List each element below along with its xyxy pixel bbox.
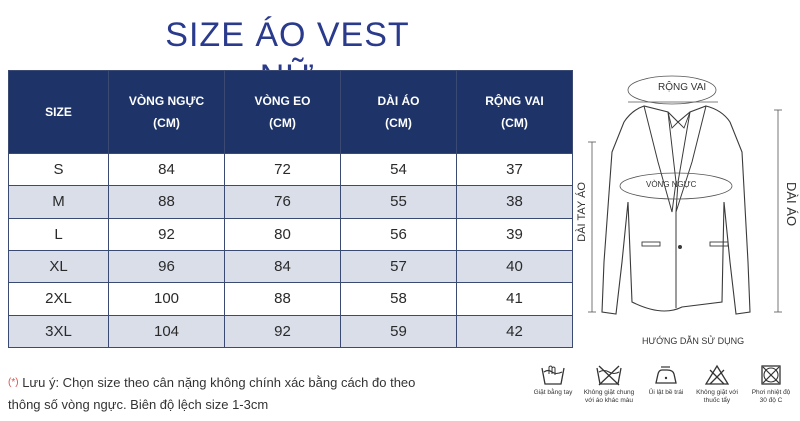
cell-waist: 80 xyxy=(224,217,341,251)
care-label: Giặt bằng tay xyxy=(533,389,573,396)
cell-length: 57 xyxy=(340,249,457,284)
cell-chest: 96 xyxy=(108,249,225,284)
header-waist: VÒNG EO (CM) xyxy=(224,70,341,154)
cell-shoulder: 41 xyxy=(456,282,573,316)
table-row: 3XL 104 92 59 42 xyxy=(8,314,573,349)
care-no-bleach: Không giặt với thuốc tẩy xyxy=(694,364,740,405)
size-note: (*) Lưu ý: Chọn size theo cân nặng không… xyxy=(8,372,488,416)
cell-length: 59 xyxy=(340,314,457,349)
cell-size: XL xyxy=(8,249,109,284)
table-row: 2XL 100 88 58 41 xyxy=(8,282,573,316)
cell-size: M xyxy=(8,185,109,219)
care-label: Phơi nhiệt độ xyxy=(751,389,791,396)
care-iron: Ủi lật bề trái xyxy=(642,364,690,397)
iron-icon xyxy=(655,366,677,384)
cell-chest: 88 xyxy=(108,185,225,219)
hand-wash-icon xyxy=(541,365,565,385)
sleeve-length-label: DÀI TAY ÁO xyxy=(576,182,588,242)
cell-size: 2XL xyxy=(8,282,109,316)
cell-length: 58 xyxy=(340,282,457,316)
care-label: Không giặt chung xyxy=(583,389,635,396)
size-table: SIZE VÒNG NGỰC (CM) VÒNG EO (CM) DÀI ÁO (CM… xyxy=(8,70,573,349)
cell-shoulder: 39 xyxy=(456,217,573,251)
cell-shoulder: 42 xyxy=(456,314,573,349)
care-wash-separately: Không giặt chung với áo khác màu xyxy=(582,364,636,405)
care-label: 30 độ C xyxy=(759,397,783,404)
guide-label: HƯỚNG DẪN SỬ DỤNG xyxy=(642,336,745,346)
note-line-2: thông số vòng ngực. Biên độ lệch size 1-… xyxy=(8,397,269,412)
cell-chest: 84 xyxy=(108,152,225,187)
no-bleach-icon xyxy=(704,364,730,385)
cell-shoulder: 40 xyxy=(456,249,573,284)
cell-shoulder: 37 xyxy=(456,152,573,187)
blazer-illustration xyxy=(588,75,782,315)
cell-length: 55 xyxy=(340,185,457,219)
care-label: Không giặt với xyxy=(696,389,738,396)
page-title: SIZE ÁO VEST NỮ xyxy=(165,16,410,96)
table-row: S 84 72 54 37 xyxy=(8,152,573,187)
table-row: XL 96 84 57 40 xyxy=(8,249,573,284)
care-label: thuốc tẩy xyxy=(703,397,731,404)
cell-waist: 76 xyxy=(224,185,341,219)
note-line-1: Lưu ý: Chọn size theo cân nặng không chí… xyxy=(22,375,416,390)
dry-icon xyxy=(761,365,781,385)
cell-chest: 104 xyxy=(108,314,225,349)
cell-waist: 92 xyxy=(224,314,341,349)
table-row: L 92 80 56 39 xyxy=(8,217,573,251)
measurement-diagram: RỘNG VAI VÒNG NGỰC DÀI TAY ÁO DÀI ÁO HƯỚ… xyxy=(572,62,800,362)
care-hand-wash: Giặt bằng tay xyxy=(530,364,576,397)
cell-length: 56 xyxy=(340,217,457,251)
cell-chest: 92 xyxy=(108,217,225,251)
header-size: SIZE xyxy=(8,70,109,154)
cell-size: 3XL xyxy=(8,314,109,349)
chest-label: VÒNG NGỰC xyxy=(646,180,697,189)
care-label: với áo khác màu xyxy=(585,397,633,404)
cell-length: 54 xyxy=(340,152,457,187)
care-dry: Phơi nhiệt độ 30 độ C xyxy=(748,364,794,405)
header-shoulder: RỘNG VAI (CM) xyxy=(456,70,573,154)
shoulder-label: RỘNG VAI xyxy=(658,82,707,93)
header-chest: VÒNG NGỰC (CM) xyxy=(108,70,225,154)
cell-chest: 100 xyxy=(108,282,225,316)
table-row: M 88 76 55 38 xyxy=(8,185,573,219)
cell-waist: 88 xyxy=(224,282,341,316)
wash-separately-icon xyxy=(596,365,622,386)
header-length: DÀI ÁO (CM) xyxy=(340,70,457,154)
table-header-row: SIZE VÒNG NGỰC (CM) VÒNG EO (CM) DÀI ÁO (CM… xyxy=(8,70,573,154)
cell-waist: 72 xyxy=(224,152,341,187)
note-asterisk: (*) xyxy=(8,377,19,388)
cell-size: L xyxy=(8,217,109,251)
cell-size: S xyxy=(8,152,109,187)
cell-waist: 84 xyxy=(224,249,341,284)
jacket-length-label: DÀI ÁO xyxy=(784,182,799,227)
care-label: Ủi lật bề trái xyxy=(648,389,684,396)
cell-shoulder: 38 xyxy=(456,185,573,219)
